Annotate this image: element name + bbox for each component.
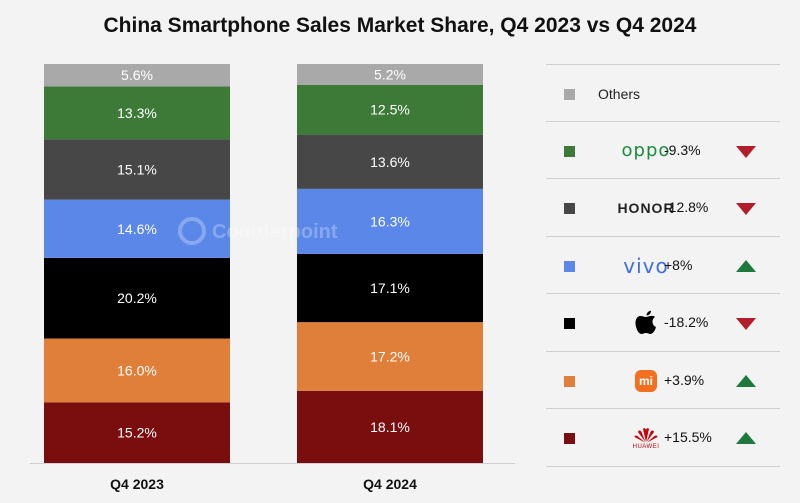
bar-segment-xiaomi-1 xyxy=(297,322,483,391)
legend-change-xiaomi: +3.9% xyxy=(664,371,705,388)
bar-segment-honor-1 xyxy=(297,134,483,189)
legend-change-oppo: -9.3% xyxy=(664,141,701,158)
data-label-apple-1: 17.1% xyxy=(370,280,410,296)
legend-row-others: Others xyxy=(546,64,780,122)
legend-row-honor: HONOR -12.8% xyxy=(546,179,780,237)
legend-swatch-xiaomi xyxy=(564,375,575,387)
data-label-xiaomi-0: 16.0% xyxy=(117,362,157,378)
legend-change-apple: -18.2% xyxy=(664,314,709,330)
legend-swatch-vivo xyxy=(564,260,575,272)
up-triangle-icon xyxy=(736,259,756,272)
up-triangle-icon xyxy=(736,432,756,444)
up-triangle-icon xyxy=(736,374,756,387)
oppo-logo: oppo xyxy=(621,140,671,161)
honor-logo: HONOR xyxy=(617,200,675,216)
data-label-honor-1: 13.6% xyxy=(370,154,410,170)
bar-segment-honor-0 xyxy=(44,139,230,200)
legend-label-others: Others xyxy=(598,86,641,102)
data-label-apple-0: 20.2% xyxy=(117,290,157,306)
watermark-logo-icon xyxy=(178,217,206,245)
bar-segment-others-0 xyxy=(44,64,230,87)
bar-segment-apple-1 xyxy=(297,253,483,323)
legend-swatch-huawei xyxy=(564,433,575,444)
data-label-oppo-0: 13.3% xyxy=(117,105,157,121)
data-label-xiaomi-1: 17.2% xyxy=(370,348,410,364)
legend-swatch-honor xyxy=(564,203,575,214)
huawei-petals-icon xyxy=(634,427,658,442)
legend-row-vivo: vivo +8% xyxy=(546,237,780,294)
data-label-honor-0: 15.1% xyxy=(117,162,157,178)
vivo-logo: vivo xyxy=(623,253,669,278)
watermark-text: Counterpoint xyxy=(212,221,338,243)
bar-segment-oppo-0 xyxy=(44,86,230,140)
legend: Others oppo -9.3% HONOR -12.8% vivo +8% … xyxy=(546,64,780,467)
bar-segment-xiaomi-0 xyxy=(44,338,230,403)
x-tick-label-1: Q4 2024 xyxy=(363,476,417,492)
bar-segment-huawei-1 xyxy=(297,390,483,463)
down-triangle-icon xyxy=(736,203,756,215)
data-label-oppo-1: 12.5% xyxy=(370,102,410,118)
legend-change-honor: -12.8% xyxy=(664,199,709,215)
bar-segment-apple-0 xyxy=(44,257,230,339)
legend-swatch-oppo xyxy=(564,145,575,157)
bar-segment-huawei-0 xyxy=(44,402,230,463)
data-label-huawei-0: 15.2% xyxy=(117,425,157,441)
data-label-others-1: 5.2% xyxy=(374,66,406,82)
legend-row-xiaomi: mi +3.9% xyxy=(546,352,780,409)
bar-segment-vivo-1 xyxy=(297,188,483,254)
data-label-huawei-1: 18.1% xyxy=(370,419,410,435)
bar-segment-others-1 xyxy=(297,64,483,85)
legend-row-apple: -18.2% xyxy=(546,294,780,352)
down-triangle-icon xyxy=(736,318,756,330)
x-tick-label-0: Q4 2023 xyxy=(110,476,164,492)
down-triangle-icon xyxy=(736,145,756,158)
data-label-vivo-1: 16.3% xyxy=(370,213,410,229)
xiaomi-logo: mi xyxy=(596,369,696,392)
bar-segment-vivo-0 xyxy=(44,199,230,258)
stacked-bar-chart: 15.2% 16.0% 20.2% 14.6% 15.1% 13.3% 5.6% Q4 202… xyxy=(30,64,515,492)
bar-segment-oppo-1 xyxy=(297,84,483,135)
chart-title: China Smartphone Sales Market Share, Q4 … xyxy=(103,14,697,37)
legend-swatch-others xyxy=(564,89,575,100)
apple-logo-icon xyxy=(596,310,696,334)
legend-change-vivo: +8% xyxy=(664,256,693,273)
legend-change-huawei: +15.5% xyxy=(664,429,712,445)
data-label-others-0: 5.6% xyxy=(121,67,153,83)
huawei-logo: HUAWEI xyxy=(596,427,696,450)
legend-row-huawei: HUAWEI +15.5% xyxy=(546,409,780,467)
legend-swatch-apple xyxy=(564,318,575,329)
legend-row-oppo: oppo -9.3% xyxy=(546,122,780,179)
data-label-vivo-0: 14.6% xyxy=(117,221,157,237)
